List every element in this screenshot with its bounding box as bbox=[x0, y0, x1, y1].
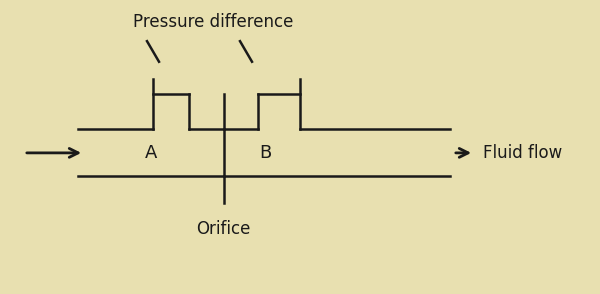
Text: B: B bbox=[259, 144, 272, 162]
Text: A: A bbox=[145, 144, 157, 162]
Text: Orifice: Orifice bbox=[196, 220, 251, 238]
Text: Fluid flow: Fluid flow bbox=[483, 144, 562, 162]
Text: Pressure difference: Pressure difference bbox=[133, 13, 293, 31]
